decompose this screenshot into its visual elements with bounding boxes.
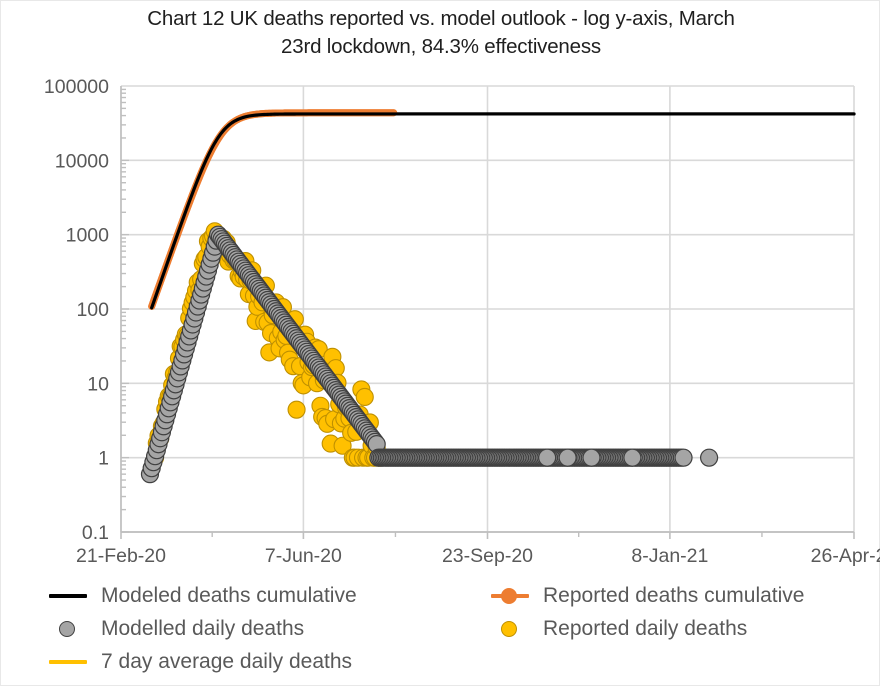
x-axis-tick-label: 23-Sep-20 [442,545,533,567]
data-point-modelled-daily-deaths [582,448,601,467]
legend-item-label: Reported deaths cumulative [543,584,805,607]
y-axis-tick-label: 10000 [55,150,109,172]
legend-line-swatch [45,651,91,673]
chart-legend: Modeled deaths cumulative Reported deaths… [39,579,869,683]
legend-item[interactable]: Modelled daily deaths [45,614,304,644]
data-point-modelled-daily-deaths [674,448,693,467]
legend-item-label: Reported daily deaths [543,617,748,640]
x-axis-tick-label: 21-Feb-20 [76,545,166,567]
legend-item[interactable]: Reported deaths cumulative [487,581,805,611]
data-point-modelled-daily-deaths [538,448,557,467]
series-modeled-deaths-cumulative-top [150,112,856,310]
legend-dot-marker [59,621,75,637]
legend-item[interactable]: Modeled deaths cumulative [45,581,357,611]
y-axis-tick-label: 1000 [66,225,110,247]
plot-area: 100000 10000 1000 100 10 1 0.121-Feb-20 7-Jun-2… [44,76,880,567]
y-axis-tick-label: 100000 [44,76,109,98]
legend-dot-swatch [45,618,91,640]
legend-dot-marker [501,588,517,604]
legend-line-marker [49,594,87,598]
x-axis-tick-label: 26-Apr-21 [811,545,880,567]
legend-line-marker [49,660,87,664]
y-axis-tick-label: 100 [76,299,109,321]
data-point-reported-daily-deaths [333,436,352,455]
legend-dot-swatch [487,618,533,640]
data-point-modelled-daily-deaths [623,448,642,467]
y-axis-tick-label: 10 [87,373,109,395]
chart-title-line-1: Chart 12 UK deaths reported vs. model ou… [147,7,735,30]
data-point-reported-daily-deaths [355,387,374,407]
legend-item-label: Modeled deaths cumulative [101,584,357,607]
chart-title: Chart 12 UK deaths reported vs. model ou… [61,5,821,61]
chart-title-line-2: 23rd lockdown, 84.3% effectiveness [281,35,601,58]
legend-dot-marker [501,621,517,637]
legend-item[interactable]: 7 day average daily deaths [45,647,352,677]
data-point-modelled-daily-deaths [699,448,719,467]
y-axis-tick-label: 1 [98,448,109,470]
legend-line-swatch [45,585,91,607]
data-point-reported-daily-deaths [287,400,306,419]
x-axis-tick-label: 7-Jun-20 [265,545,342,567]
legend-item-label: Modelled daily deaths [101,617,305,640]
y-axis-tick-label: 0.1 [82,522,109,544]
legend-item-label: 7 day average daily deaths [101,650,353,673]
legend-line-swatch [487,585,533,607]
legend-item[interactable]: Reported daily deaths [487,614,747,644]
x-axis-tick-label: 8-Jan-21 [631,545,708,567]
data-point-modelled-daily-deaths [558,448,577,467]
